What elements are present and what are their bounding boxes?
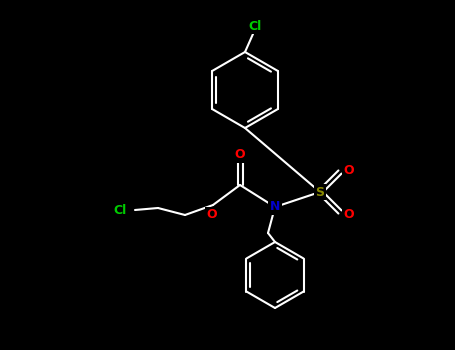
Text: O: O — [235, 148, 245, 161]
Text: O: O — [207, 209, 217, 222]
Text: Cl: Cl — [248, 20, 262, 33]
Text: O: O — [344, 208, 354, 220]
Text: S: S — [315, 186, 324, 198]
Text: O: O — [344, 163, 354, 176]
Text: Cl: Cl — [113, 203, 126, 217]
Text: N: N — [270, 201, 280, 214]
